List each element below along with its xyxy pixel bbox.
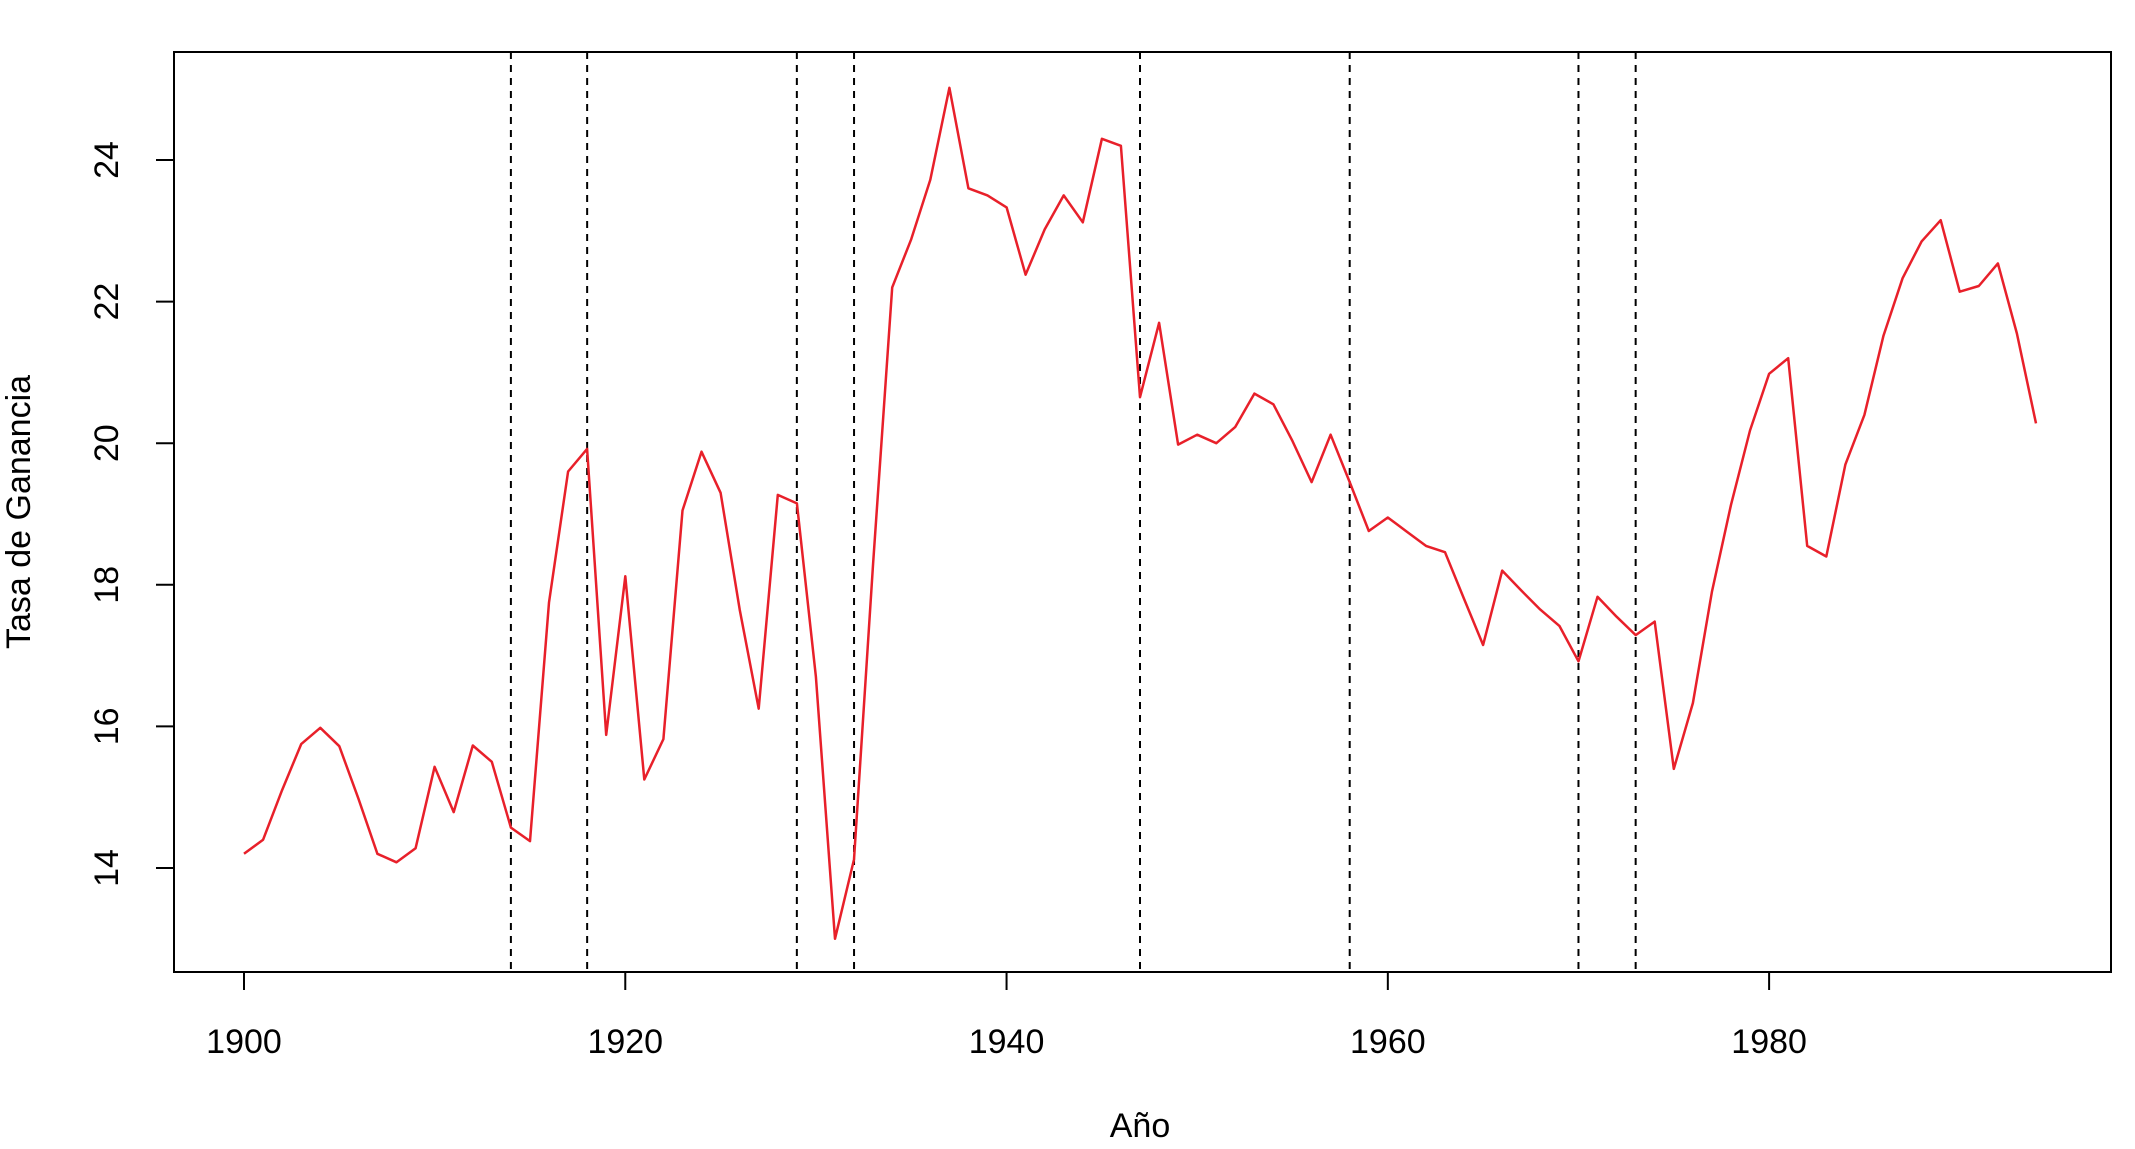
y-axis: 14 16 18 20 22 24	[88, 141, 175, 887]
y-tick-label-14: 14	[88, 849, 126, 887]
y-tick-label-16: 16	[88, 707, 126, 745]
y-tick-label-24: 24	[88, 141, 126, 179]
x-axis: 1900 1920 1940 1960 1980	[206, 971, 1807, 1061]
x-tick-label-1920: 1920	[587, 1023, 663, 1061]
reference-lines	[509, 52, 1637, 972]
x-tick-label-1900: 1900	[206, 1023, 282, 1061]
x-tick-label-1960: 1960	[1350, 1023, 1426, 1061]
plot-frame	[173, 51, 2112, 973]
x-tick-label-1940: 1940	[969, 1023, 1045, 1061]
series-line-0	[243, 86, 2038, 941]
series-layer	[243, 86, 2038, 941]
y-tick-label-18: 18	[88, 566, 126, 604]
y-tick-label-22: 22	[88, 283, 126, 321]
x-tick-label-1980: 1980	[1731, 1023, 1807, 1061]
y-axis-title: Tasa de Ganancia	[0, 375, 38, 649]
y-tick-label-20: 20	[88, 424, 126, 462]
x-axis-title: Año	[1110, 1107, 1171, 1145]
